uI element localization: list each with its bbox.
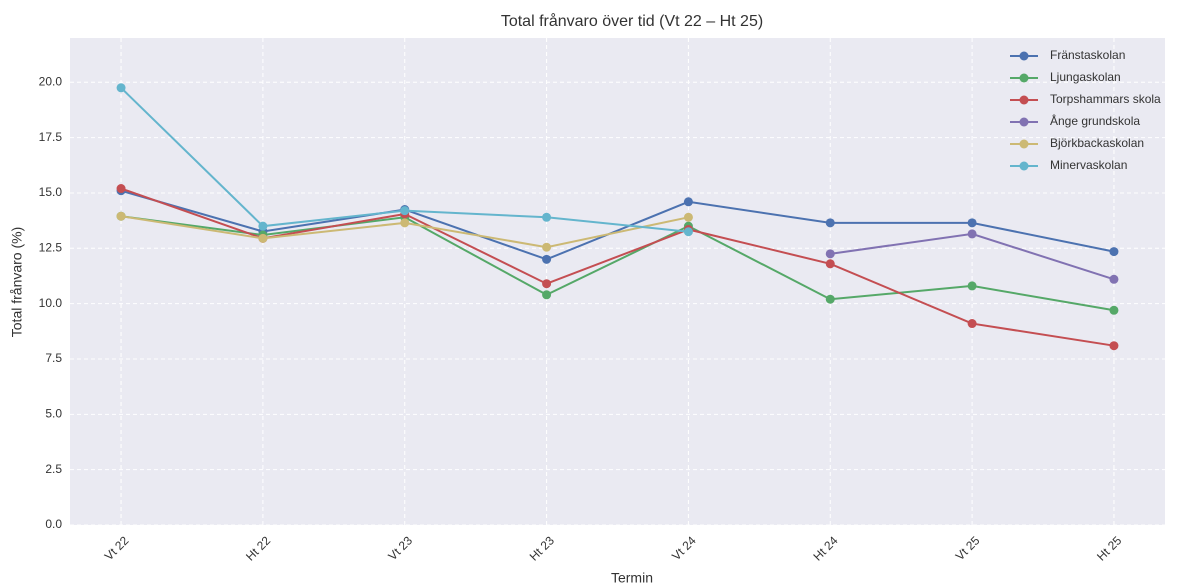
- y-tick-label: 7.5: [45, 351, 62, 365]
- legend-label: Minervaskolan: [1050, 158, 1127, 172]
- y-tick-label: 17.5: [39, 130, 63, 144]
- data-point: [967, 281, 977, 291]
- data-point: [542, 290, 552, 300]
- chart-title: Total frånvaro över tid (Vt 22 – Ht 25): [501, 12, 763, 30]
- y-tick-label: 0.0: [45, 517, 62, 531]
- data-point: [542, 279, 552, 289]
- data-point: [1109, 247, 1119, 257]
- y-tick-label: 20.0: [39, 74, 63, 88]
- data-point: [116, 184, 126, 194]
- data-point: [1109, 274, 1119, 284]
- x-tick-label: Vt 24: [669, 533, 699, 563]
- data-point: [967, 229, 977, 239]
- x-tick-label: Ht 24: [810, 533, 840, 563]
- data-point: [542, 254, 552, 264]
- legend-label: Ljungaskolan: [1050, 70, 1121, 84]
- data-point: [825, 294, 835, 304]
- data-point: [1109, 305, 1119, 315]
- legend-label: Torpshammars skola: [1050, 92, 1161, 106]
- x-tick-label: Vt 23: [385, 533, 415, 563]
- legend-label: Björkbackaskolan: [1050, 136, 1144, 150]
- legend-marker: [1019, 73, 1029, 83]
- data-point: [116, 211, 126, 221]
- data-point: [258, 233, 268, 243]
- x-axis-label: Termin: [611, 570, 653, 586]
- data-point: [825, 259, 835, 269]
- data-point: [825, 218, 835, 228]
- legend-marker: [1019, 139, 1029, 149]
- data-point: [967, 319, 977, 329]
- data-point: [683, 227, 693, 237]
- data-point: [542, 212, 552, 222]
- x-tick-label: Vt 25: [953, 533, 983, 563]
- grid: [70, 38, 1165, 526]
- legend-marker: [1019, 117, 1029, 127]
- x-tick-label: Ht 22: [243, 533, 273, 563]
- series-line: [120, 189, 1115, 261]
- data-point: [825, 249, 835, 259]
- x-tick-label: Ht 25: [1094, 533, 1124, 563]
- data-point: [400, 206, 410, 216]
- series-line: [120, 187, 1115, 347]
- data-point: [683, 212, 693, 222]
- data-point: [542, 242, 552, 252]
- legend-marker: [1019, 51, 1029, 61]
- y-tick-label: 12.5: [39, 240, 63, 254]
- data-point: [116, 83, 126, 93]
- y-tick-label: 2.5: [45, 462, 62, 476]
- y-axis-label: Total frånvaro (%): [9, 227, 25, 337]
- data-point: [967, 218, 977, 228]
- plot-area: [70, 38, 1165, 525]
- y-tick-label: 5.0: [45, 406, 62, 420]
- legend-label: Fränstaskolan: [1050, 48, 1125, 62]
- data-point: [1109, 341, 1119, 351]
- legend-marker: [1019, 95, 1029, 105]
- y-tick-label: 15.0: [39, 185, 63, 199]
- legend-label: Ånge grundskola: [1050, 113, 1140, 128]
- data-point: [400, 218, 410, 228]
- data-point: [683, 197, 693, 207]
- x-tick-label: Ht 23: [527, 533, 557, 563]
- y-tick-label: 10.0: [39, 296, 63, 310]
- data-point: [258, 221, 268, 231]
- series-line: [120, 215, 1115, 312]
- legend-marker: [1019, 161, 1029, 171]
- x-tick-label: Vt 22: [102, 533, 132, 563]
